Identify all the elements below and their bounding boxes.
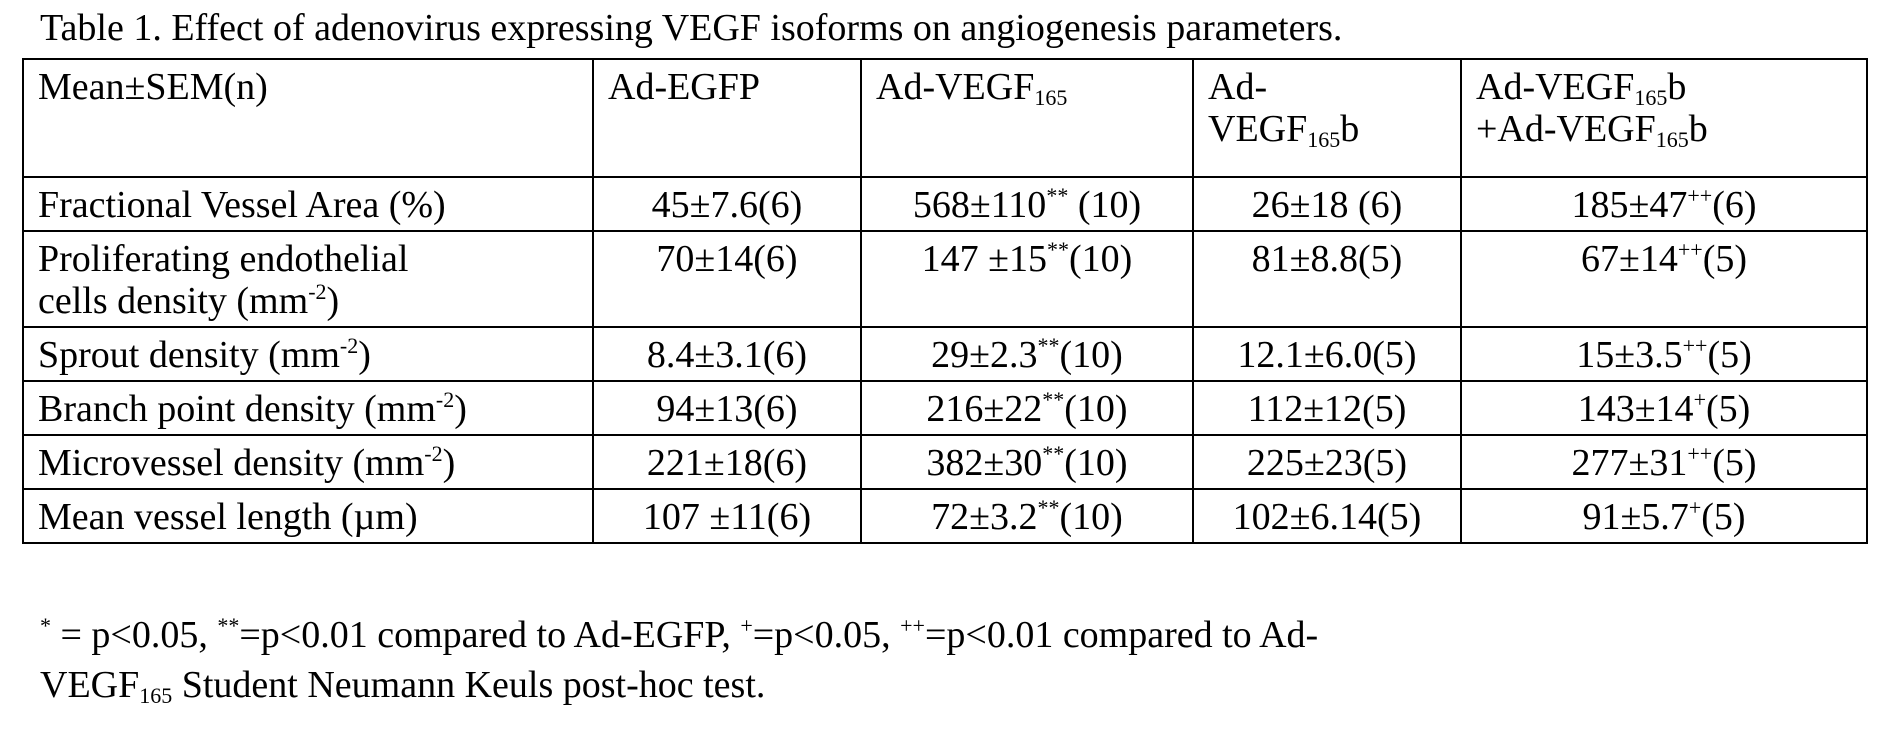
cell-combination: 185±47++(6) <box>1460 176 1868 232</box>
cell-ad-vegf165b: 81±8.8(5) <box>1192 230 1462 328</box>
cell-ad-vegf165: 216±22**(10) <box>860 380 1194 436</box>
table-row: Proliferating endothelial cells density … <box>22 230 1868 328</box>
cell-ad-egfp: 221±18(6) <box>592 434 862 490</box>
cell-ad-vegf165: 568±110** (10) <box>860 176 1194 232</box>
header-ad-vegf165b: Ad- VEGF165b <box>1192 58 1462 178</box>
cell-ad-vegf165: 72±3.2**(10) <box>860 488 1194 544</box>
cell-ad-vegf165b: 112±12(5) <box>1192 380 1462 436</box>
table-row: Microvessel density (mm-2) 221±18(6) 382… <box>22 434 1868 490</box>
cell-ad-egfp: 45±7.6(6) <box>592 176 862 232</box>
row-label: Sprout density (mm-2) <box>22 326 594 382</box>
cell-ad-vegf165b: 12.1±6.0(5) <box>1192 326 1462 382</box>
cell-ad-egfp: 94±13(6) <box>592 380 862 436</box>
header-row: Mean±SEM(n) Ad-EGFP Ad-VEGF165 Ad- VEGF1… <box>22 58 1868 178</box>
table-footnote: * = p<0.05, **=p<0.01 compared to Ad-EGF… <box>40 613 1319 708</box>
cell-ad-vegf165: 29±2.3**(10) <box>860 326 1194 382</box>
results-table: Mean±SEM(n) Ad-EGFP Ad-VEGF165 Ad- VEGF1… <box>22 58 1868 544</box>
table-row: Mean vessel length (µm) 107 ±11(6) 72±3.… <box>22 488 1868 544</box>
header-ad-egfp: Ad-EGFP <box>592 58 862 178</box>
table-caption: Table 1. Effect of adenovirus expressing… <box>40 7 1343 49</box>
row-label: Fractional Vessel Area (%) <box>22 176 594 232</box>
cell-combination: 91±5.7+(5) <box>1460 488 1868 544</box>
table-row: Branch point density (mm-2) 94±13(6) 216… <box>22 380 1868 436</box>
cell-ad-egfp: 107 ±11(6) <box>592 488 862 544</box>
cell-ad-egfp: 70±14(6) <box>592 230 862 328</box>
cell-ad-vegf165: 147 ±15**(10) <box>860 230 1194 328</box>
row-label: Microvessel density (mm-2) <box>22 434 594 490</box>
row-label: Mean vessel length (µm) <box>22 488 594 544</box>
header-combination: Ad-VEGF165b +Ad-VEGF165b <box>1460 58 1868 178</box>
cell-combination: 143±14+(5) <box>1460 380 1868 436</box>
cell-ad-vegf165: 382±30**(10) <box>860 434 1194 490</box>
cell-ad-egfp: 8.4±3.1(6) <box>592 326 862 382</box>
cell-ad-vegf165b: 26±18 (6) <box>1192 176 1462 232</box>
cell-ad-vegf165b: 102±6.14(5) <box>1192 488 1462 544</box>
table-row: Sprout density (mm-2) 8.4±3.1(6) 29±2.3*… <box>22 326 1868 382</box>
row-label: Proliferating endothelial cells density … <box>22 230 594 328</box>
cell-combination: 277±31++(5) <box>1460 434 1868 490</box>
cell-combination: 67±14++(5) <box>1460 230 1868 328</box>
cell-ad-vegf165b: 225±23(5) <box>1192 434 1462 490</box>
cell-combination: 15±3.5++(5) <box>1460 326 1868 382</box>
table-row: Fractional Vessel Area (%) 45±7.6(6) 568… <box>22 176 1868 232</box>
header-ad-vegf165: Ad-VEGF165 <box>860 58 1194 178</box>
header-mean-sem: Mean±SEM(n) <box>22 58 594 178</box>
row-label: Branch point density (mm-2) <box>22 380 594 436</box>
